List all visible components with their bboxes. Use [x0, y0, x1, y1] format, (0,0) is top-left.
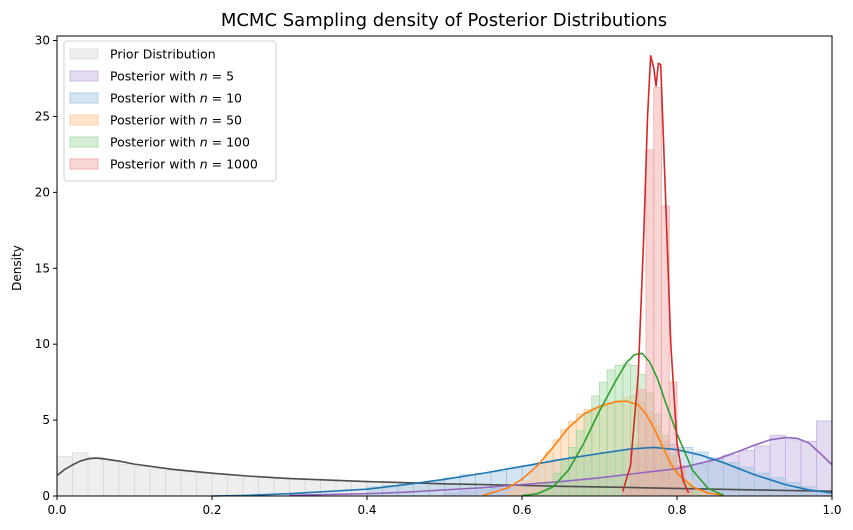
- histogram-bar: [211, 473, 228, 497]
- x-axis: 0.0 0.2 0.4 0.6 0.8 1.0: [47, 496, 842, 517]
- histogram-bar: [459, 474, 476, 497]
- histogram-bar: [196, 472, 213, 497]
- kde-curves: [56, 54, 833, 497]
- legend: Prior Distribution Posterior with n = 5 Po…: [63, 40, 277, 182]
- legend-entry: Posterior with n = 1000: [110, 157, 258, 172]
- histogram-bar: [591, 395, 600, 497]
- legend-entry: Posterior with n = 100: [110, 135, 250, 150]
- histogram-bar: [684, 489, 693, 497]
- histogram-bar: [87, 456, 104, 497]
- histogram-bar: [560, 460, 569, 497]
- y-tick-label: 30: [35, 34, 50, 48]
- y-tick-label: 20: [35, 185, 50, 199]
- histogram-bar: [521, 480, 531, 497]
- kde-line-series-5: [621, 54, 690, 494]
- histogram-bar: [242, 475, 259, 497]
- histogram-bar: [118, 463, 135, 497]
- x-tick-label: 1.0: [822, 503, 841, 517]
- kde-line-series-3: [483, 400, 724, 497]
- y-tick-label: 25: [35, 109, 50, 123]
- histogram-bar: [258, 476, 275, 497]
- histogram-bar: [513, 486, 523, 497]
- histogram-bar: [692, 491, 701, 497]
- axes-frame: [56, 35, 833, 497]
- histogram-bar: [444, 477, 461, 497]
- legend-entry: Posterior with n = 50: [110, 113, 242, 128]
- histogram-bar: [180, 471, 197, 497]
- kde-line-series-2: [211, 446, 833, 497]
- histogram-bar: [103, 460, 120, 497]
- histogram-bar: [304, 478, 321, 497]
- y-tick-label: 5: [42, 413, 50, 427]
- x-tick-label: 0.8: [667, 503, 686, 517]
- legend-entry: Posterior with n = 5: [110, 69, 234, 84]
- x-tick-label: 0.4: [357, 503, 376, 517]
- x-tick-label: 0.0: [47, 503, 66, 517]
- y-axis-label: Density: [10, 245, 24, 291]
- y-axis: 0 5 10 15 20 25 30: [35, 34, 57, 503]
- legend-box: [63, 40, 277, 182]
- plot-area: [56, 54, 833, 497]
- legend-swatch: [69, 70, 99, 82]
- histogram-bar: [568, 447, 577, 497]
- legend-entry: Prior Distribution: [110, 47, 216, 62]
- legend-swatch: [69, 158, 99, 170]
- y-tick-label: 15: [35, 261, 50, 275]
- histogram-bar: [134, 465, 151, 497]
- y-tick-label: 0: [42, 489, 50, 503]
- legend-swatch: [69, 136, 99, 148]
- legend-swatch: [69, 92, 99, 104]
- chart-title: MCMC Sampling density of Posterior Distr…: [221, 10, 667, 31]
- histogram-bar: [149, 468, 166, 497]
- histogram-bar: [506, 491, 515, 497]
- kde-line-series-4: [521, 352, 724, 497]
- histogram-bar: [668, 381, 678, 497]
- kde-line-series-0: [56, 457, 833, 492]
- histogram-bar: [622, 489, 631, 497]
- histogram-bar: [816, 420, 833, 497]
- y-tick-label: 10: [35, 337, 50, 351]
- histogram-bar: [645, 149, 655, 497]
- legend-swatch: [69, 48, 99, 60]
- kde-line-series-1: [289, 436, 833, 497]
- x-tick-label: 0.2: [202, 503, 221, 517]
- x-tick-label: 0.6: [512, 503, 531, 517]
- legend-swatch: [69, 114, 99, 126]
- series-1-bars: [444, 420, 833, 497]
- histogram-bar: [56, 456, 73, 497]
- histogram-bar: [165, 469, 182, 497]
- legend-entry: Posterior with n = 10: [110, 91, 242, 106]
- histogram-bar: [413, 481, 430, 497]
- histogram-bar: [227, 475, 244, 497]
